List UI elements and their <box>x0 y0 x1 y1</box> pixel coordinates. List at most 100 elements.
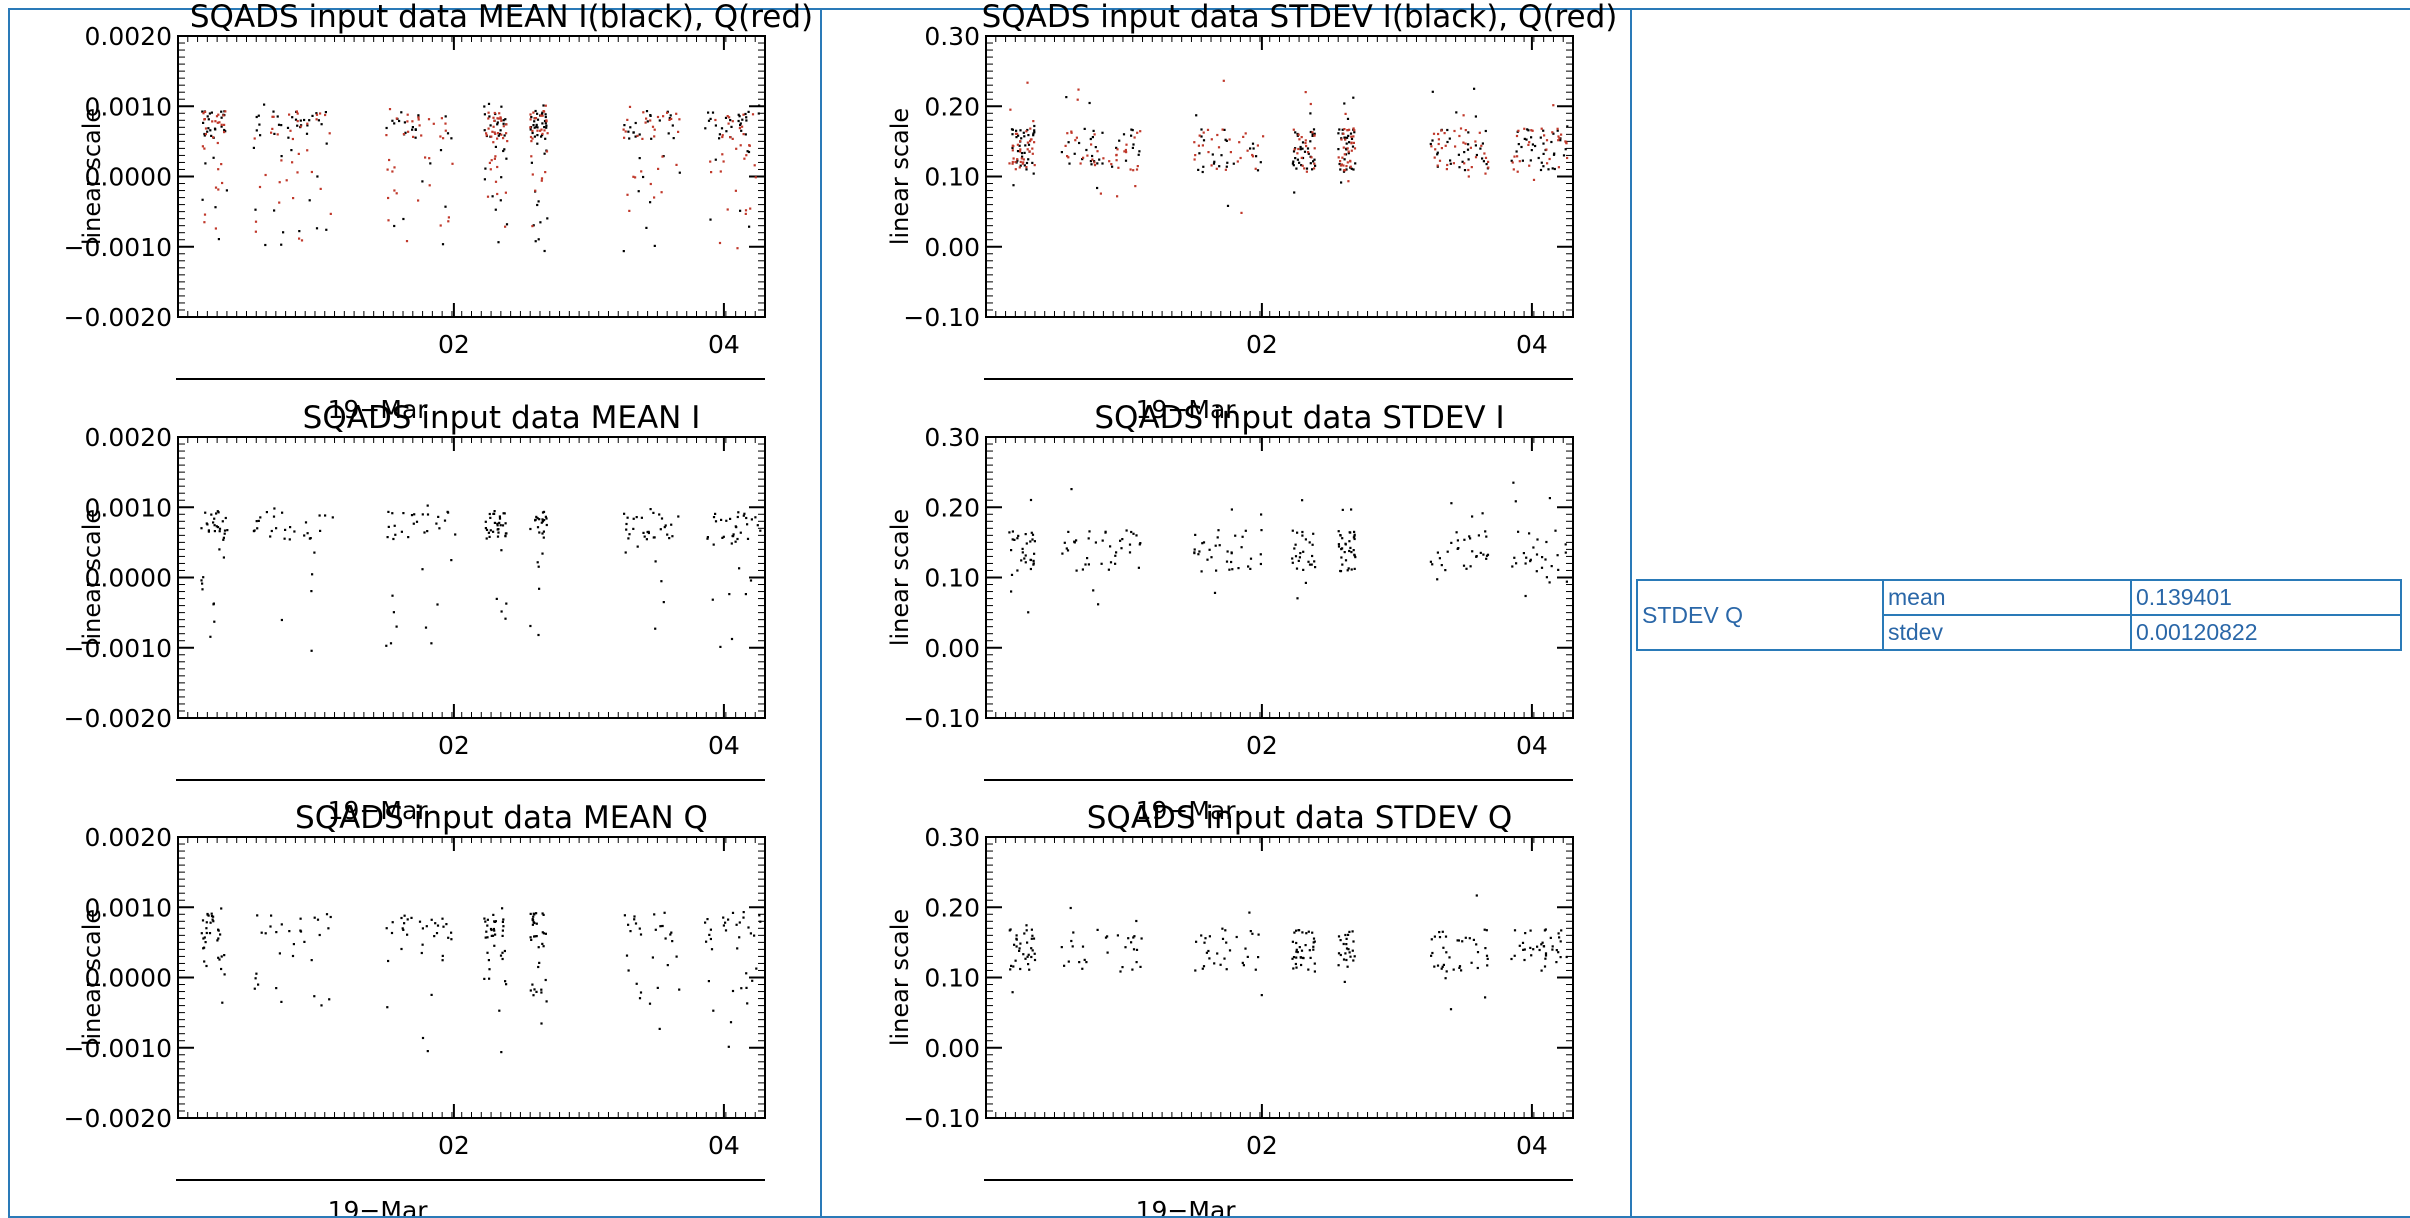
data-point <box>1298 946 1301 949</box>
data-point <box>709 117 712 120</box>
data-point <box>1343 102 1346 105</box>
data-point <box>1544 928 1547 931</box>
data-point <box>1291 162 1294 165</box>
data-point <box>1093 160 1096 163</box>
data-point <box>745 154 748 157</box>
data-point <box>1249 930 1252 933</box>
data-point <box>1223 957 1226 960</box>
data-point <box>292 197 295 200</box>
data-point <box>645 117 648 120</box>
x-axis-label: 19−Mar <box>1136 1196 1237 1216</box>
data-point <box>529 126 532 129</box>
data-point <box>1244 529 1247 532</box>
data-point <box>668 118 671 121</box>
data-point <box>401 927 404 930</box>
data-point <box>1442 963 1445 966</box>
data-point <box>533 135 536 138</box>
data-point <box>498 112 501 115</box>
data-point <box>1066 155 1069 158</box>
data-point <box>500 1051 503 1054</box>
y-tick-label: 0.30 <box>924 423 980 452</box>
data-point <box>1566 156 1569 160</box>
data-point <box>1015 136 1018 139</box>
data-point <box>1430 938 1433 941</box>
data-point <box>1445 168 1448 171</box>
data-point <box>1476 966 1479 970</box>
data-point <box>206 130 209 133</box>
data-point <box>1214 544 1217 547</box>
data-point <box>1132 169 1135 172</box>
data-point <box>1304 581 1307 584</box>
data-point <box>1133 935 1136 938</box>
data-point <box>1304 538 1307 541</box>
data-point <box>1098 158 1101 161</box>
data-point <box>1137 153 1140 156</box>
data-point <box>624 130 627 133</box>
data-point <box>1094 146 1097 149</box>
data-point <box>305 132 309 135</box>
data-point <box>537 633 540 637</box>
data-point <box>1450 502 1453 505</box>
data-point <box>646 530 649 534</box>
data-point <box>313 551 316 554</box>
data-point <box>1090 163 1093 166</box>
data-point <box>536 561 539 564</box>
data-point <box>1064 144 1067 147</box>
data-point <box>1528 141 1531 144</box>
data-point <box>1031 538 1034 541</box>
data-point <box>1520 145 1523 149</box>
data-point <box>666 111 669 114</box>
data-point <box>1311 134 1314 137</box>
data-point <box>215 115 219 118</box>
data-point <box>1306 147 1310 150</box>
x-tick-label: 02 <box>438 330 470 359</box>
data-point <box>742 133 745 136</box>
data-point <box>1436 151 1439 154</box>
data-point <box>1446 140 1449 144</box>
series-i <box>200 504 762 652</box>
data-point <box>653 135 656 138</box>
data-point <box>1539 136 1542 139</box>
data-point <box>712 516 716 519</box>
data-point <box>1552 104 1555 107</box>
data-point <box>501 951 504 954</box>
data-point <box>1022 131 1025 134</box>
data-point <box>1437 142 1440 146</box>
data-point <box>1193 141 1196 144</box>
data-point <box>677 515 680 518</box>
data-point <box>1302 568 1305 571</box>
data-point <box>446 132 450 135</box>
data-point <box>666 533 669 536</box>
data-point <box>254 220 258 223</box>
data-point <box>440 117 443 120</box>
data-point <box>1308 563 1312 566</box>
data-point <box>500 176 503 179</box>
chart-title: SQADS input data MEAN Q <box>295 800 708 836</box>
data-point <box>544 932 547 935</box>
data-point <box>744 209 748 212</box>
data-point <box>410 514 414 517</box>
data-point <box>1433 156 1436 159</box>
data-point <box>1429 142 1432 146</box>
data-point <box>746 1002 749 1005</box>
data-point <box>1204 937 1207 940</box>
data-point <box>1202 965 1206 968</box>
data-point <box>423 531 426 534</box>
data-point <box>1195 114 1198 117</box>
data-point <box>1557 951 1560 954</box>
data-point <box>1217 529 1220 532</box>
data-point <box>542 913 545 916</box>
data-point <box>483 917 486 920</box>
data-point <box>212 602 215 605</box>
data-point <box>1536 538 1539 541</box>
data-point <box>1481 512 1484 515</box>
data-point <box>1197 553 1200 556</box>
data-point <box>536 203 539 207</box>
data-point <box>325 228 328 231</box>
data-point <box>1193 548 1196 551</box>
data-point <box>1352 141 1355 144</box>
data-point <box>1524 562 1527 565</box>
data-point <box>628 137 631 140</box>
data-point <box>257 114 260 117</box>
data-point <box>210 134 213 137</box>
